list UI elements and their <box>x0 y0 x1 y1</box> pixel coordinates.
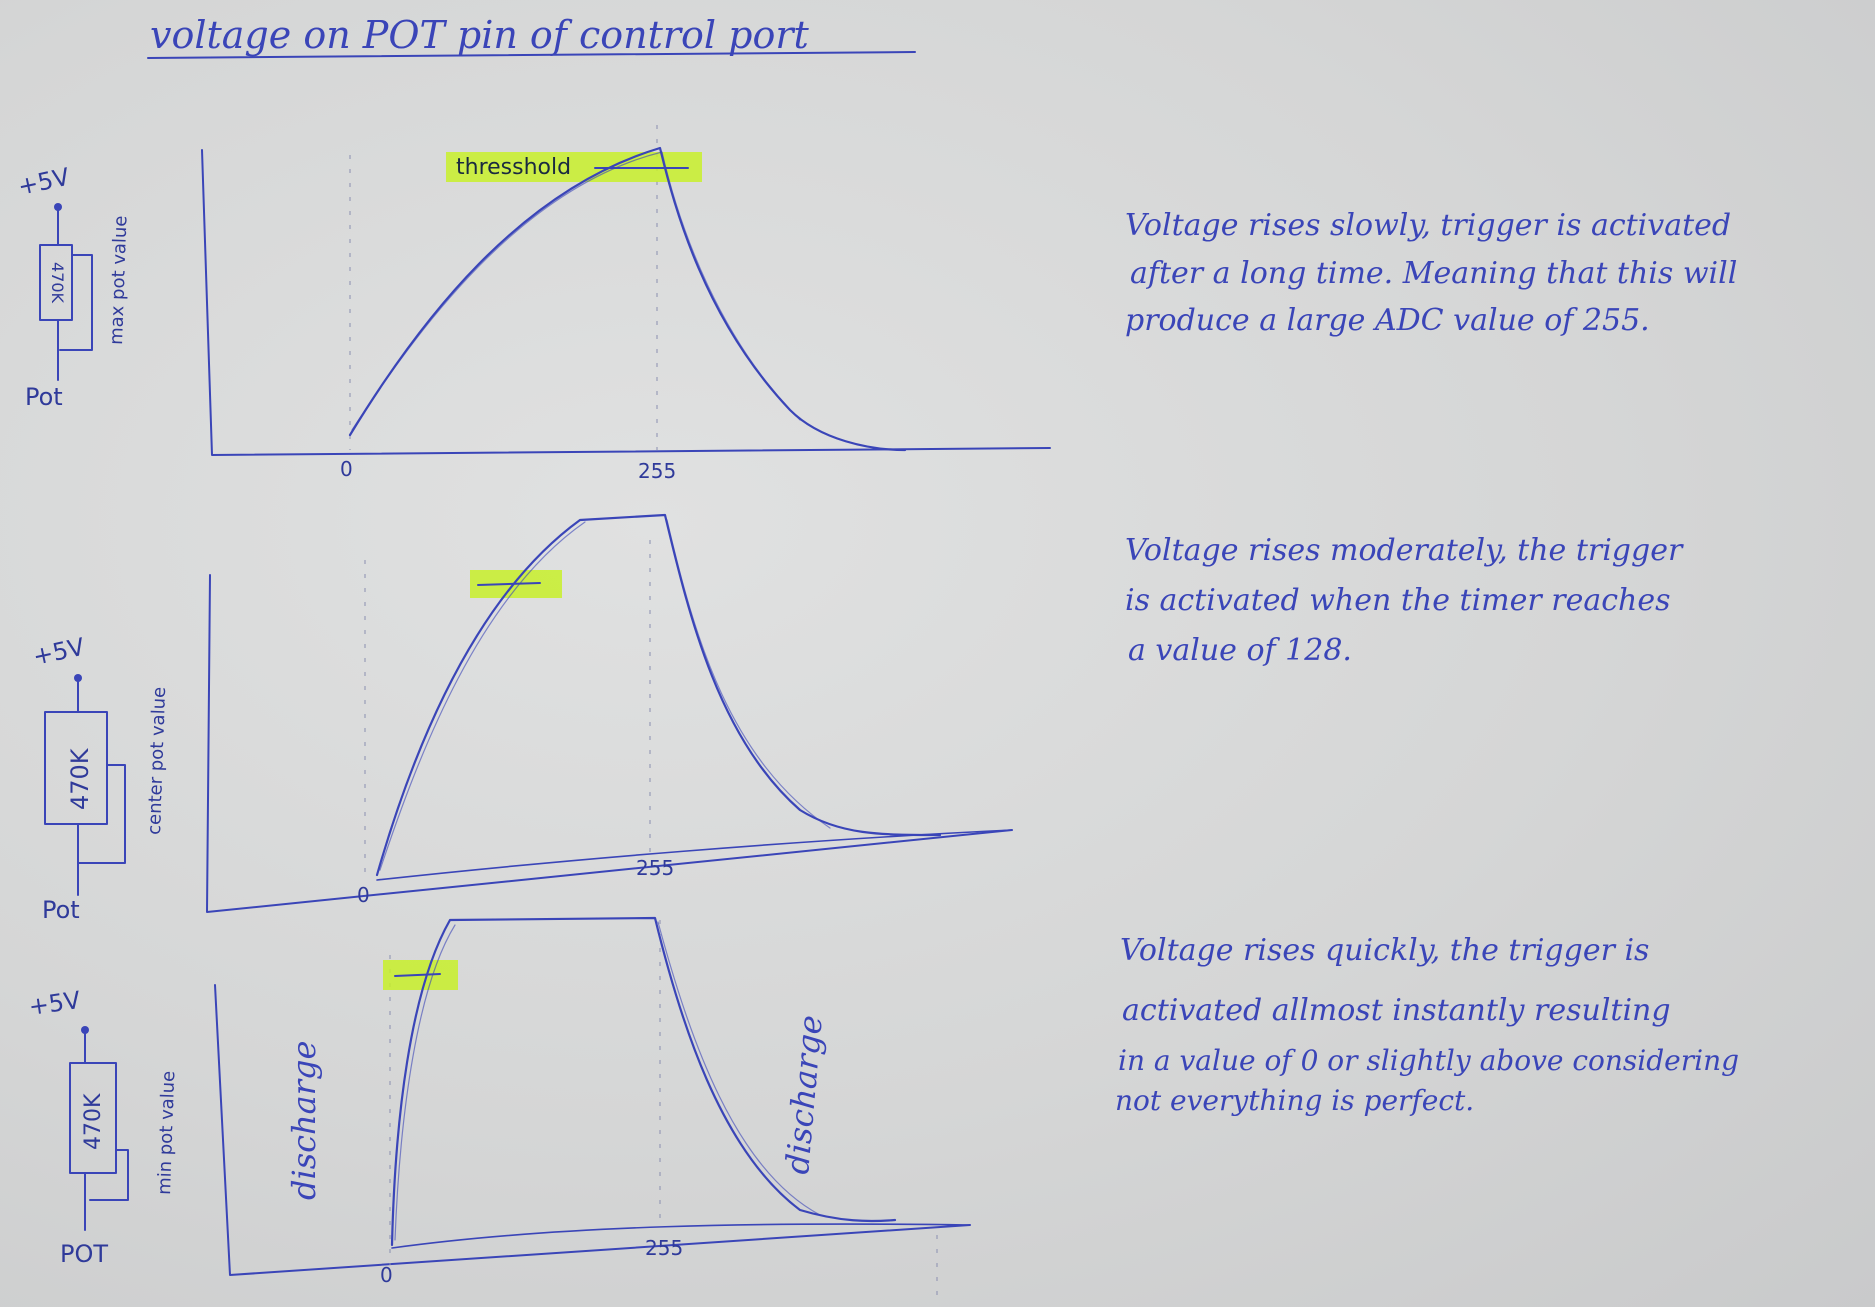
discharge-label-left: discharge <box>285 1041 323 1200</box>
voltage-curve-3 <box>390 916 897 1247</box>
baseline-2 <box>376 829 1013 881</box>
resistor-label-3: 470K <box>81 1093 106 1150</box>
pin-label-1: Pot <box>25 383 63 411</box>
resistor-2 <box>44 711 108 825</box>
resistor-3 <box>69 1062 117 1174</box>
note-3-line-1: Voltage rises quickly, the trigger is <box>1120 933 1649 968</box>
axes-1 <box>201 149 1051 456</box>
discharge-label-right: discharge <box>778 1014 830 1176</box>
panel-1: +5V 470K Pot max pot value 0 255 thressh… <box>15 125 1737 483</box>
tick-label-255-1: 255 <box>638 459 676 483</box>
note-1-line-2: after a long time. Meaning that this wil… <box>1130 256 1737 291</box>
supply-node-3 <box>81 1026 89 1034</box>
resistor-label-1: 470K <box>48 262 67 304</box>
voltage-curve-1-retrace <box>351 151 801 431</box>
note-2-line-2: is activated when the timer reaches <box>1125 583 1671 618</box>
tick-label-255-3: 255 <box>645 1236 683 1260</box>
note-3-line-2: activated allmost instantly resulting <box>1122 993 1671 1028</box>
note-1: Voltage rises slowly, trigger is activat… <box>1125 208 1737 338</box>
note-1-line-1: Voltage rises slowly, trigger is activat… <box>1125 208 1731 243</box>
circuit-3: +5V 470K POT min pot value <box>27 986 179 1268</box>
axes-2 <box>206 574 1013 913</box>
voltage-curve-3-retrace <box>394 921 821 1241</box>
baseline-3 <box>391 1223 971 1249</box>
resistor-1 <box>39 244 73 321</box>
threshold-mark-2 <box>477 582 541 586</box>
note-1-line-3: produce a large ADC value of 255. <box>1125 303 1650 338</box>
axes-3 <box>214 984 971 1276</box>
panel-3: +5V 470K POT min pot value 0 255 dischar… <box>27 916 1739 1300</box>
wiper-label-3: min pot value <box>154 1070 179 1195</box>
supply-label-1: +5V <box>15 163 72 201</box>
note-2-line-3: a value of 128. <box>1128 633 1352 668</box>
supply-node-2 <box>74 674 82 682</box>
voltage-curve-1 <box>348 146 907 452</box>
wiper-wire-2 <box>77 764 126 864</box>
circuit-2: +5V 470K Pot center pot value <box>30 633 170 924</box>
wiper-label-1: max pot value <box>106 215 132 345</box>
tick-label-0-1: 0 <box>340 457 353 481</box>
tick-label-255-2: 255 <box>636 856 674 880</box>
wiper-label-2: center pot value <box>144 687 170 836</box>
wiper-wire-3 <box>89 1149 129 1201</box>
pin-label-2: Pot <box>42 896 80 924</box>
supply-label-2: +5V <box>30 633 87 671</box>
note-2-line-1: Voltage rises moderately, the trigger <box>1125 533 1684 568</box>
note-3-line-3: in a value of 0 or slightly above consid… <box>1118 1044 1739 1077</box>
note-3-line-4: not everything is perfect. <box>1115 1084 1474 1117</box>
supply-label-3: +5V <box>27 986 83 1021</box>
pin-label-3: POT <box>60 1240 108 1268</box>
threshold-label: thresshold <box>456 155 571 180</box>
voltage-curve-2-retrace <box>379 519 831 871</box>
note-3: Voltage rises quickly, the trigger is ac… <box>1115 933 1739 1117</box>
resistor-label-2: 470K <box>66 747 94 810</box>
tick-label-0-2: 0 <box>357 883 370 907</box>
note-2: Voltage rises moderately, the trigger is… <box>1125 533 1684 668</box>
panel-2: +5V 470K Pot center pot value 0 255 Volt… <box>30 513 1684 924</box>
voltage-curve-2 <box>375 513 942 877</box>
tick-label-0-3: 0 <box>380 1263 393 1287</box>
wiper-wire-1 <box>59 254 93 351</box>
title-underline <box>147 51 916 59</box>
circuit-1: +5V 470K Pot max pot value <box>15 163 131 411</box>
page-title: voltage on POT pin of control port <box>150 13 809 57</box>
supply-node-1 <box>54 203 62 211</box>
